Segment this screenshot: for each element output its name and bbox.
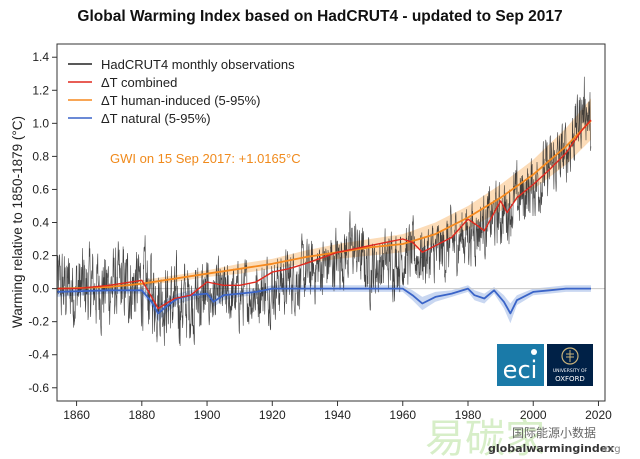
- plot-area: [57, 76, 605, 347]
- legend-label-combined: ΔT combined: [101, 75, 177, 90]
- y-axis-label: Warming relative to 1850-1879 (°C): [10, 116, 25, 328]
- watermark-cjk-text: 国际能源小数据: [512, 425, 596, 440]
- x-tick-label: 1860: [63, 408, 90, 422]
- x-tick-label: 2020: [585, 408, 612, 422]
- y-tick-label: 0.8: [32, 149, 49, 163]
- legend-label-natural: ΔT natural (5-95%): [101, 111, 211, 126]
- y-tick-label: -0.2: [28, 315, 49, 329]
- watermark-glyphs: 易碳家: [425, 416, 545, 459]
- y-tick-label: 1.0: [32, 116, 49, 130]
- chart-title: Global Warming Index based on HadCRUT4 -…: [77, 8, 563, 25]
- legend-item-combined: ΔT combined: [68, 75, 177, 90]
- watermark: 易碳家 国际能源小数据 globalwarmingindex .org: [425, 416, 621, 459]
- oxford-logo-line1: UNIVERSITY OF: [553, 368, 588, 374]
- y-tick-label: 0.4: [32, 216, 49, 230]
- series-lines: [57, 119, 592, 315]
- y-tick-label: 1.4: [32, 50, 49, 64]
- legend-label-human: ΔT human-induced (5-95%): [101, 93, 260, 108]
- legend-item-human: ΔT human-induced (5-95%): [68, 93, 260, 108]
- eci-logo-text: eci: [503, 356, 538, 384]
- legend-item-observations: HadCRUT4 monthly observations: [68, 57, 295, 72]
- watermark-suffix: .org: [601, 444, 621, 455]
- x-tick-label: 1940: [324, 408, 351, 422]
- y-tick-label: 1.2: [32, 83, 49, 97]
- series-line-1: [57, 119, 592, 310]
- y-axis-ticks: -0.6 -0.4 -0.2 0.0 0.2 0.4 0.6 0.8 1.0 1.2 1.4: [28, 50, 57, 395]
- y-tick-label: -0.4: [28, 348, 49, 362]
- oxford-logo-line2: OXFORD: [555, 375, 585, 383]
- y-tick-label: -0.6: [28, 381, 49, 395]
- x-tick-label: 1880: [128, 408, 155, 422]
- x-tick-label: 1920: [259, 408, 286, 422]
- legend: HadCRUT4 monthly observations ΔT combine…: [68, 57, 295, 126]
- x-tick-label: 1900: [194, 408, 221, 422]
- gwi-annotation: GWI on 15 Sep 2017: +1.0165°C: [110, 151, 301, 166]
- x-tick-label: 1980: [455, 408, 482, 422]
- x-tick-label: 1960: [389, 408, 416, 422]
- x-axis-ticks: 1860 1880 1900 1920 1940 1960 1980 2000 2020: [63, 401, 612, 422]
- y-tick-label: 0.0: [32, 282, 49, 296]
- band-series-2: [57, 98, 591, 289]
- series-line-3: [57, 287, 591, 315]
- y-tick-label: 0.2: [32, 249, 49, 263]
- watermark-brand: globalwarmingindex: [488, 442, 614, 455]
- eci-logo: eci: [497, 344, 544, 386]
- legend-item-natural: ΔT natural (5-95%): [68, 111, 211, 126]
- legend-label-observations: HadCRUT4 monthly observations: [101, 57, 295, 72]
- oxford-logo: UNIVERSITY OF OXFORD: [547, 344, 593, 386]
- x-tick-label: 2000: [520, 408, 547, 422]
- y-tick-label: 0.6: [32, 182, 49, 196]
